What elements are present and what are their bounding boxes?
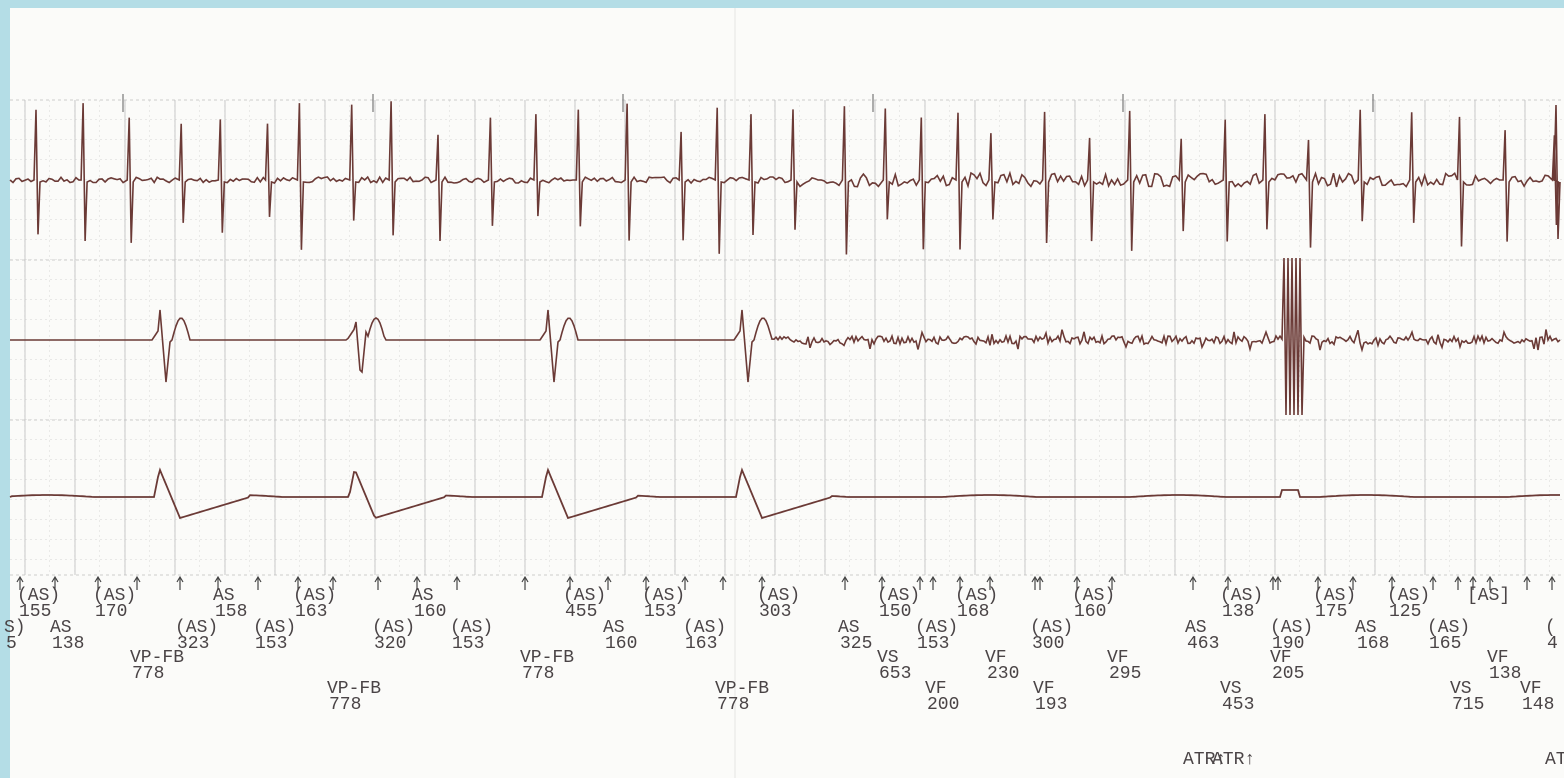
- marker-interval: 453: [1222, 695, 1254, 715]
- marker-interval: 153: [452, 634, 484, 654]
- marker-interval: 300: [1032, 634, 1064, 654]
- marker-interval: 320: [374, 634, 406, 654]
- marker-label: [AS]: [1467, 586, 1510, 606]
- marker-interval: 138: [52, 634, 84, 654]
- marker-interval: 4: [1547, 634, 1558, 654]
- marker-interval: 193: [1035, 695, 1067, 715]
- marker-interval: 778: [132, 664, 164, 684]
- marker-interval: 160: [605, 634, 637, 654]
- marker-interval: 715: [1452, 695, 1484, 715]
- marker-interval: 148: [1522, 695, 1554, 715]
- marker-interval: 295: [1109, 664, 1141, 684]
- footer-mark: AT: [1545, 750, 1564, 770]
- page: (AS)155(AS)170AS158(AS)163AS160(AS)455(A…: [0, 0, 1564, 778]
- marker-interval: 160: [1074, 602, 1106, 622]
- marker-interval: 163: [295, 602, 327, 622]
- marker-interval: 778: [522, 664, 554, 684]
- ecg-strip: (AS)155(AS)170AS158(AS)163AS160(AS)455(A…: [0, 0, 1564, 778]
- marker-interval: 205: [1272, 664, 1304, 684]
- marker-interval: 5: [6, 634, 17, 654]
- marker-interval: 175: [1315, 602, 1347, 622]
- marker-interval: 158: [215, 602, 247, 622]
- marker-interval: 455: [565, 602, 597, 622]
- marker-interval: 168: [957, 602, 989, 622]
- footer-mark: ATR↑: [1212, 750, 1255, 770]
- marker-interval: 138: [1222, 602, 1254, 622]
- marker-interval: 653: [879, 664, 911, 684]
- marker-interval: 325: [840, 634, 872, 654]
- marker-interval: 165: [1429, 634, 1461, 654]
- marker-interval: 778: [329, 695, 361, 715]
- marker-interval: 200: [927, 695, 959, 715]
- marker-interval: 125: [1389, 602, 1421, 622]
- marker-interval: 778: [717, 695, 749, 715]
- marker-interval: 153: [917, 634, 949, 654]
- marker-interval: 230: [987, 664, 1019, 684]
- marker-interval: 170: [95, 602, 127, 622]
- marker-interval: 138: [1489, 664, 1521, 684]
- marker-interval: 168: [1357, 634, 1389, 654]
- marker-interval: 153: [255, 634, 287, 654]
- marker-interval: 153: [644, 602, 676, 622]
- marker-interval: 303: [759, 602, 791, 622]
- marker-interval: 163: [685, 634, 717, 654]
- marker-interval: 150: [879, 602, 911, 622]
- marker-interval: 160: [414, 602, 446, 622]
- marker-interval: 463: [1187, 634, 1219, 654]
